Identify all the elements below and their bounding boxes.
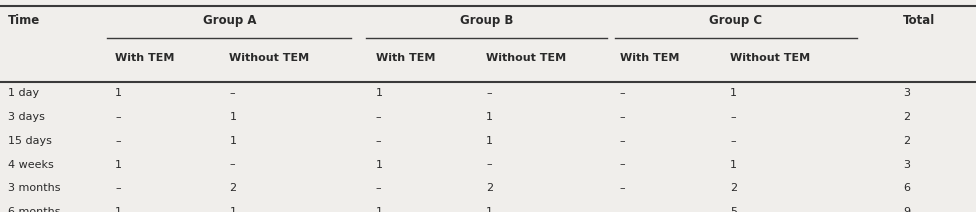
- Text: 6: 6: [903, 183, 910, 193]
- Text: With TEM: With TEM: [115, 53, 175, 63]
- Text: 1: 1: [115, 88, 122, 98]
- Text: 1: 1: [229, 136, 236, 146]
- Text: 1: 1: [115, 207, 122, 212]
- Text: –: –: [486, 88, 492, 98]
- Text: 3: 3: [903, 159, 910, 170]
- Text: –: –: [730, 112, 736, 122]
- Text: –: –: [620, 88, 626, 98]
- Text: 1 day: 1 day: [8, 88, 39, 98]
- Text: –: –: [376, 112, 382, 122]
- Text: –: –: [115, 183, 121, 193]
- Text: 1: 1: [486, 207, 493, 212]
- Text: With TEM: With TEM: [376, 53, 435, 63]
- Text: Group A: Group A: [203, 14, 256, 27]
- Text: Without TEM: Without TEM: [730, 53, 810, 63]
- Text: –: –: [486, 159, 492, 170]
- Text: 2: 2: [903, 136, 910, 146]
- Text: 4 weeks: 4 weeks: [8, 159, 54, 170]
- Text: 1: 1: [229, 207, 236, 212]
- Text: 1: 1: [376, 207, 383, 212]
- Text: 1: 1: [730, 159, 737, 170]
- Text: Group C: Group C: [710, 14, 762, 27]
- Text: 3 months: 3 months: [8, 183, 61, 193]
- Text: 5: 5: [730, 207, 737, 212]
- Text: With TEM: With TEM: [620, 53, 679, 63]
- Text: 1: 1: [376, 159, 383, 170]
- Text: –: –: [620, 112, 626, 122]
- Text: 2: 2: [730, 183, 737, 193]
- Text: –: –: [620, 207, 626, 212]
- Text: Without TEM: Without TEM: [229, 53, 309, 63]
- Text: 9: 9: [903, 207, 910, 212]
- Text: 15 days: 15 days: [8, 136, 52, 146]
- Text: –: –: [730, 136, 736, 146]
- Text: 3 days: 3 days: [8, 112, 45, 122]
- Text: 1: 1: [229, 112, 236, 122]
- Text: –: –: [115, 136, 121, 146]
- Text: –: –: [229, 88, 235, 98]
- Text: Time: Time: [8, 14, 40, 27]
- Text: Without TEM: Without TEM: [486, 53, 566, 63]
- Text: –: –: [620, 136, 626, 146]
- Text: –: –: [115, 112, 121, 122]
- Text: 3: 3: [903, 88, 910, 98]
- Text: 1: 1: [486, 112, 493, 122]
- Text: –: –: [620, 159, 626, 170]
- Text: Group B: Group B: [460, 14, 513, 27]
- Text: 1: 1: [730, 88, 737, 98]
- Text: 2: 2: [903, 112, 910, 122]
- Text: 2: 2: [229, 183, 236, 193]
- Text: 2: 2: [486, 183, 493, 193]
- Text: 1: 1: [486, 136, 493, 146]
- Text: 6 months: 6 months: [8, 207, 61, 212]
- Text: Total: Total: [903, 14, 935, 27]
- Text: 1: 1: [376, 88, 383, 98]
- Text: –: –: [376, 183, 382, 193]
- Text: –: –: [620, 183, 626, 193]
- Text: –: –: [376, 136, 382, 146]
- Text: –: –: [229, 159, 235, 170]
- Text: 1: 1: [115, 159, 122, 170]
